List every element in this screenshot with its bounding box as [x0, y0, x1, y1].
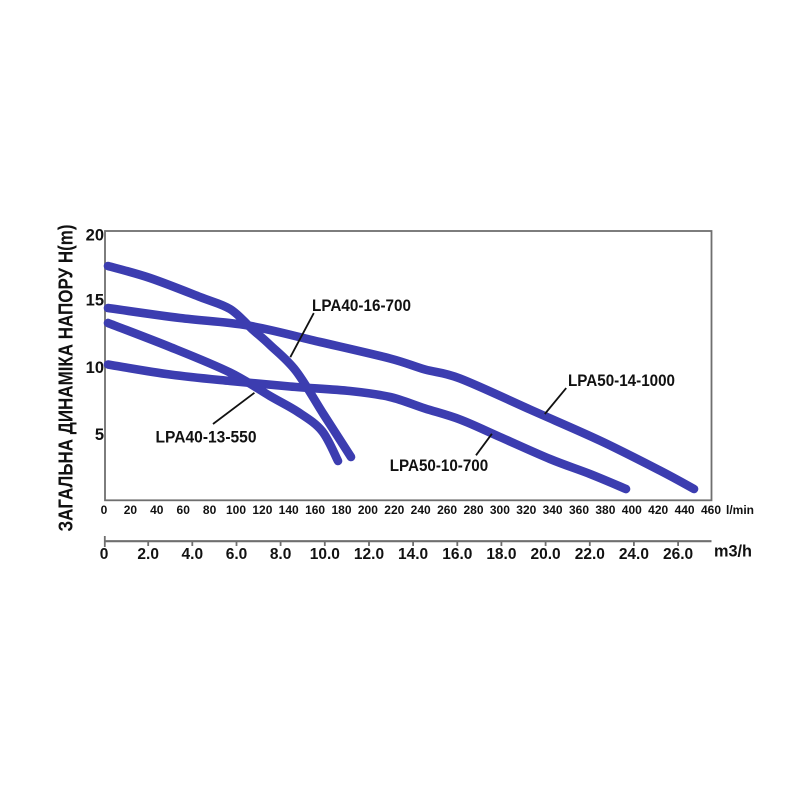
svg-text:24.0: 24.0 [619, 546, 649, 563]
svg-text:14.0: 14.0 [398, 546, 428, 563]
svg-text:20: 20 [124, 503, 138, 517]
svg-text:220: 220 [384, 503, 404, 517]
svg-text:8.0: 8.0 [270, 546, 292, 563]
svg-text:LPA50-10-700: LPA50-10-700 [390, 456, 489, 475]
svg-text:26.0: 26.0 [663, 546, 693, 563]
svg-text:0: 0 [101, 503, 108, 517]
svg-text:320: 320 [516, 503, 536, 517]
svg-text:120: 120 [252, 503, 272, 517]
svg-text:380: 380 [595, 503, 615, 517]
svg-text:10.0: 10.0 [310, 546, 340, 563]
svg-text:340: 340 [543, 503, 563, 517]
svg-text:LPA40-13-550: LPA40-13-550 [156, 428, 257, 447]
svg-text:200: 200 [358, 503, 378, 517]
svg-text:40: 40 [150, 503, 164, 517]
svg-text:80: 80 [203, 503, 217, 517]
svg-text:20: 20 [86, 227, 104, 245]
svg-text:5: 5 [95, 426, 104, 444]
svg-text:m3/h: m3/h [714, 542, 752, 561]
svg-text:6.0: 6.0 [226, 546, 248, 563]
svg-text:160: 160 [305, 503, 325, 517]
svg-text:100: 100 [226, 503, 246, 517]
svg-text:10: 10 [86, 359, 104, 377]
svg-text:15: 15 [86, 291, 104, 309]
svg-text:16.0: 16.0 [442, 546, 472, 563]
svg-text:0: 0 [100, 546, 109, 563]
svg-text:2.0: 2.0 [137, 546, 159, 563]
svg-text:180: 180 [331, 503, 351, 517]
svg-text:460: 460 [701, 503, 721, 517]
svg-text:18.0: 18.0 [486, 546, 516, 563]
svg-text:300: 300 [490, 503, 510, 517]
svg-text:420: 420 [648, 503, 668, 517]
svg-text:400: 400 [622, 503, 642, 517]
svg-text:140: 140 [279, 503, 299, 517]
svg-text:LPA40-16-700: LPA40-16-700 [312, 296, 411, 315]
svg-text:240: 240 [411, 503, 431, 517]
svg-text:ЗАГАЛЬНА ДИНАМІКА НАПОРУ H(m): ЗАГАЛЬНА ДИНАМІКА НАПОРУ H(m) [55, 225, 78, 532]
svg-text:l/min: l/min [726, 503, 754, 517]
svg-text:60: 60 [177, 503, 191, 517]
svg-text:440: 440 [675, 503, 695, 517]
svg-text:4.0: 4.0 [182, 546, 204, 563]
svg-text:260: 260 [437, 503, 457, 517]
svg-text:280: 280 [463, 503, 483, 517]
svg-text:LPA50-14-1000: LPA50-14-1000 [568, 371, 675, 390]
svg-text:12.0: 12.0 [354, 546, 384, 563]
svg-text:22.0: 22.0 [575, 546, 605, 563]
svg-text:20.0: 20.0 [531, 546, 561, 563]
svg-text:360: 360 [569, 503, 589, 517]
